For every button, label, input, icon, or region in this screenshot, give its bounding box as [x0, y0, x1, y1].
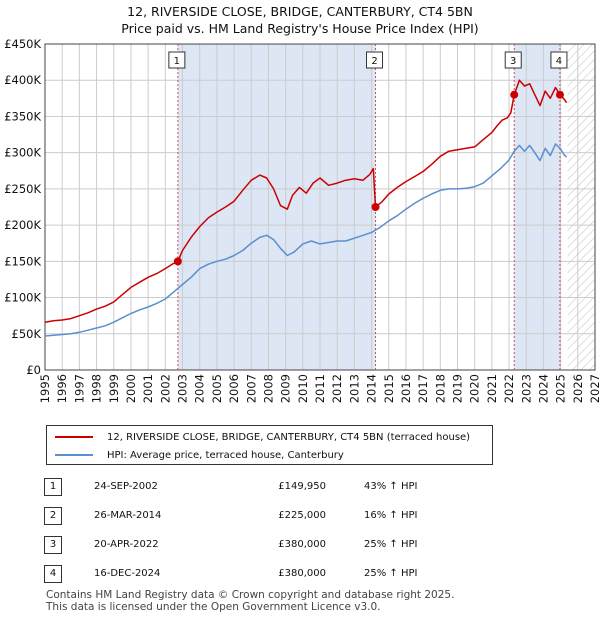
transaction-date: 20-APR-2022 — [94, 539, 159, 550]
y-tick-label: £50K — [12, 327, 42, 341]
transaction-row: 3 20-APR-2022 £380,000 25% ↑ HPI — [40, 530, 474, 559]
x-tick-label: 1996 — [55, 374, 69, 403]
x-tick-label: 1997 — [72, 374, 86, 403]
sale-point-1 — [173, 257, 182, 266]
x-tick-label: 2017 — [416, 374, 430, 403]
transaction-row: 2 26-MAR-2014 £225,000 16% ↑ HPI — [40, 501, 474, 530]
transaction-row: 4 16-DEC-2024 £380,000 25% ↑ HPI — [40, 559, 474, 588]
x-tick-label: 2007 — [244, 374, 258, 403]
sale-marker-label-4: 4 — [556, 56, 562, 67]
x-tick-label: 2003 — [176, 374, 190, 403]
x-tick-label: 1998 — [90, 374, 104, 403]
sale-point-3 — [510, 90, 519, 99]
transaction-price: £380,000 — [278, 568, 326, 579]
y-tick-label: £300K — [4, 146, 41, 160]
transaction-hpi-delta: 25% ↑ HPI — [364, 539, 418, 550]
transaction-number: 1 — [40, 472, 84, 501]
x-tick-label: 2011 — [313, 374, 327, 403]
y-tick-label: £250K — [4, 182, 41, 196]
sale-point-2 — [371, 203, 380, 211]
legend: 12, RIVERSIDE CLOSE, BRIDGE, CANTERBURY,… — [46, 425, 493, 465]
x-tick-label: 2024 — [536, 374, 550, 403]
transaction-hpi-delta: 16% ↑ HPI — [364, 510, 418, 521]
transaction-number: 4 — [40, 559, 84, 588]
hpi-line — [44, 143, 568, 337]
legend-swatch-hpi — [55, 454, 93, 456]
sale-marker-label-3: 3 — [510, 56, 516, 67]
x-tick-label: 2019 — [451, 374, 465, 403]
x-tick-label: 2000 — [124, 374, 138, 403]
chart-subtitle: Price paid vs. HM Land Registry's House … — [121, 21, 479, 36]
property-price-line — [44, 79, 568, 323]
x-tick-label: 2021 — [485, 374, 499, 403]
x-tick-label: 2027 — [588, 374, 600, 403]
legend-swatch-property — [55, 436, 93, 438]
x-tick-label: 2005 — [210, 374, 224, 403]
legend-label-property: 12, RIVERSIDE CLOSE, BRIDGE, CANTERBURY,… — [107, 431, 471, 443]
y-tick-label: £150K — [4, 254, 41, 268]
transaction-price: £149,950 — [278, 481, 326, 492]
sale-marker-box-4 — [550, 51, 568, 69]
transaction-number-box: 3 — [44, 535, 62, 554]
sale-point-4 — [555, 90, 564, 99]
x-tick-label: 2002 — [158, 374, 172, 403]
x-tick-label: 2010 — [296, 374, 310, 403]
transaction-hpi-delta: 43% ↑ HPI — [364, 481, 418, 492]
transaction-date: 26-MAR-2014 — [94, 510, 162, 521]
legend-item-hpi: HPI: Average price, terraced house, Cant… — [55, 447, 344, 463]
x-tick-label: 2018 — [433, 374, 447, 403]
x-tick-label: 1995 — [38, 374, 52, 403]
forecast-hatch — [567, 44, 595, 370]
transaction-hpi-delta: 25% ↑ HPI — [364, 568, 418, 579]
chart-title-address: 12, RIVERSIDE CLOSE, BRIDGE, CANTERBURY,… — [127, 4, 473, 19]
y-tick-label: £400K — [4, 73, 41, 87]
transaction-number-box: 2 — [44, 506, 62, 525]
footer-copyright: Contains HM Land Registry data © Crown c… — [46, 589, 455, 601]
x-tick-label: 2026 — [571, 374, 585, 403]
transaction-date: 24-SEP-2002 — [94, 481, 158, 492]
sale-marker-box-2 — [366, 51, 384, 69]
x-tick-label: 2025 — [554, 374, 568, 403]
footer-license: This data is licensed under the Open Gov… — [46, 601, 381, 613]
x-tick-label: 2012 — [330, 374, 344, 403]
transaction-date: 16-DEC-2024 — [94, 568, 161, 579]
legend-item-property: 12, RIVERSIDE CLOSE, BRIDGE, CANTERBURY,… — [55, 429, 470, 445]
plot-border — [44, 43, 596, 371]
y-tick-label: £350K — [4, 109, 41, 123]
sale-marker-label-1: 1 — [174, 56, 180, 67]
transaction-price: £225,000 — [278, 510, 326, 521]
transaction-number-box: 1 — [44, 477, 62, 496]
sale-marker-label-2: 2 — [371, 56, 377, 67]
x-tick-label: 2016 — [399, 374, 413, 403]
x-tick-label: 2023 — [519, 374, 533, 403]
legend-label-hpi: HPI: Average price, terraced house, Cant… — [107, 449, 344, 461]
x-tick-label: 2001 — [141, 374, 155, 403]
x-tick-label: 2008 — [261, 374, 275, 403]
x-tick-label: 2014 — [365, 374, 379, 403]
transaction-number: 2 — [40, 501, 84, 530]
transaction-row: 1 24-SEP-2002 £149,950 43% ↑ HPI — [40, 472, 474, 501]
x-tick-label: 2015 — [382, 374, 396, 403]
x-tick-label: 2006 — [227, 374, 241, 403]
x-tick-label: 2009 — [279, 374, 293, 403]
transaction-number-box: 4 — [44, 564, 62, 583]
transaction-number: 3 — [40, 530, 84, 559]
footer: Contains HM Land Registry data © Crown c… — [46, 589, 454, 613]
x-tick-label: 2004 — [193, 374, 207, 403]
transactions-table: 1 24-SEP-2002 £149,950 43% ↑ HPI 2 26-MAR-201… — [40, 472, 474, 588]
y-tick-label: £450K — [4, 37, 41, 51]
sale-marker-box-3 — [504, 51, 522, 69]
sale-marker-box-1 — [168, 51, 186, 69]
y-tick-label: £200K — [4, 218, 41, 232]
y-tick-label: £100K — [4, 291, 41, 305]
shaded-period-1 — [177, 44, 376, 370]
price-chart: £0 £50K £100K £150K £200K £250K £300K £350K £400… — [4, 37, 600, 403]
x-tick-label: 1999 — [107, 374, 121, 403]
transaction-price: £380,000 — [278, 539, 326, 550]
x-tick-label: 2013 — [347, 374, 361, 403]
x-tick-label: 2020 — [468, 374, 482, 403]
y-tick-label: £0 — [26, 363, 41, 377]
x-tick-label: 2022 — [502, 374, 516, 403]
